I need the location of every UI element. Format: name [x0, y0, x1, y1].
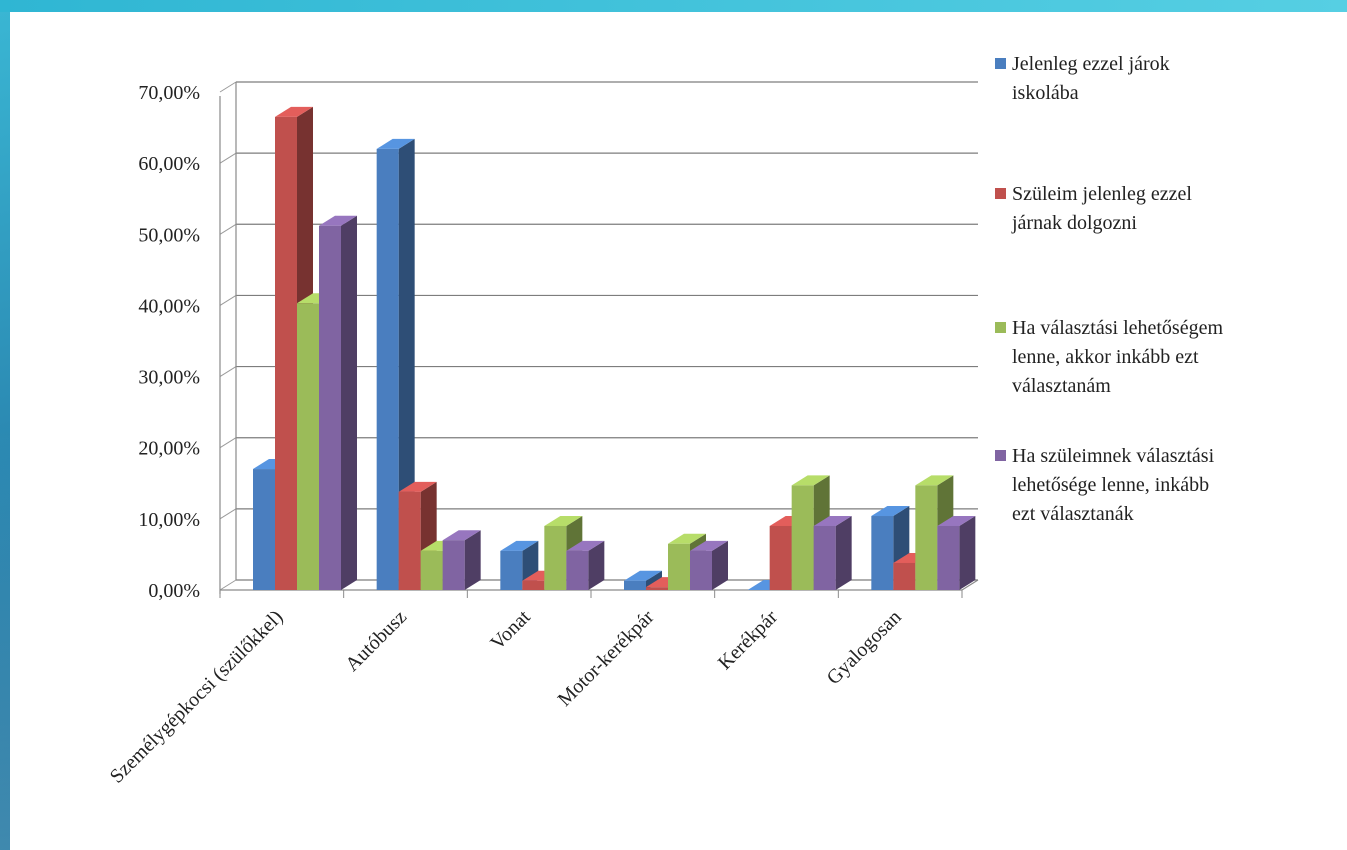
bar-side [959, 515, 976, 590]
legend-swatch [995, 322, 1006, 333]
bar-top [871, 506, 910, 517]
bar-front [937, 525, 960, 590]
bar-side [464, 530, 481, 590]
bar-top [624, 570, 662, 581]
bar-front [500, 550, 523, 590]
legend-swatch [995, 450, 1006, 461]
y-tick-label: 0,00% [148, 580, 200, 602]
y-tick-label: 30,00% [138, 367, 200, 389]
gridline-connector [219, 579, 237, 591]
x-tick-label: Vonat [486, 606, 535, 655]
bar-front [646, 587, 668, 590]
y-tick-label: 20,00% [138, 438, 200, 460]
legend-label: választanám [1012, 375, 1111, 397]
bar-side [341, 215, 357, 590]
legend-label: iskolába [1012, 82, 1079, 104]
bar-front [376, 148, 399, 590]
bar-front [253, 469, 275, 590]
bar-front [319, 225, 341, 590]
bar-side [398, 138, 415, 590]
bar-top [915, 475, 954, 486]
bar-front [420, 550, 443, 590]
bar-top [376, 138, 415, 149]
legend-label: ezt választanák [1012, 503, 1134, 525]
bar-top [442, 530, 481, 541]
gridline-connector [219, 223, 237, 235]
bar [813, 515, 852, 590]
y-tick-label: 50,00% [138, 224, 200, 246]
legend-swatch [995, 188, 1006, 199]
bar-front [893, 562, 916, 590]
gridline-connector [219, 508, 237, 520]
bar-front [871, 516, 894, 590]
bar [319, 215, 357, 590]
bar [690, 540, 728, 590]
gridline-connector [219, 366, 237, 377]
bar-top [813, 515, 852, 526]
legend-label: Ha szüleimnek választási [1012, 445, 1215, 467]
bar-front [566, 550, 589, 590]
bar-front [624, 580, 646, 590]
bar-side [835, 515, 852, 590]
bar-front [791, 485, 814, 590]
bar-front [915, 485, 938, 590]
legend-label: lehetősége lenne, inkább [1012, 474, 1209, 496]
bar-front [297, 303, 319, 590]
slide-top-band [0, 0, 1347, 12]
y-tick-label: 40,00% [138, 295, 200, 317]
bar-front [769, 525, 792, 590]
bar-front [668, 543, 690, 590]
bar-chart: 0,00% 10,00% 20,00% 30,00% 40,00% 50,00% 60,00… [106, 53, 1224, 788]
bar-top [544, 515, 583, 526]
y-tick-label: 10,00% [138, 509, 200, 531]
legend-label: Szüleim jelenleg ezzel [1012, 183, 1192, 205]
bar-front [522, 580, 545, 590]
y-tick-label: 70,00% [138, 82, 200, 104]
y-tick-label: 60,00% [138, 153, 200, 175]
x-tick-label: Motor-kerékpár [554, 606, 659, 711]
bar-top [690, 540, 728, 551]
bar [566, 540, 605, 590]
gridline-connector [219, 81, 237, 93]
bar [376, 138, 415, 590]
gridline-connector [219, 152, 237, 164]
bar-front [398, 491, 421, 590]
bar [442, 530, 481, 590]
x-tick-label: Autóbusz [341, 606, 411, 676]
legend-label: Ha választási lehetőségem [1012, 317, 1223, 339]
legend-label: lenne, akkor inkább ezt [1012, 346, 1199, 368]
gridline-connector [219, 295, 237, 306]
chart-panel: 0,00% 10,00% 20,00% 30,00% 40,00% 50,00% 60,00… [10, 12, 1347, 850]
bar-side [588, 540, 605, 590]
bar-side [712, 540, 728, 590]
bar-front [442, 540, 465, 590]
bar-top [275, 106, 313, 117]
x-tick-label: Gyalogosan [823, 606, 906, 689]
gridline-connector [219, 437, 237, 449]
legend-label: járnak dolgozni [1011, 212, 1137, 234]
bar-top [668, 533, 706, 544]
x-tick-label: Személygépkocsi (szülőkkel) [106, 606, 288, 788]
x-axis-depth [961, 579, 979, 591]
bar-top [937, 515, 976, 526]
bar-top [319, 215, 357, 226]
bar-top [791, 475, 830, 486]
bar-front [813, 525, 836, 590]
legend-label: Jelenleg ezzel járok [1012, 53, 1170, 75]
x-tick-label: Kerékpár [714, 606, 782, 674]
legend-swatch [995, 58, 1006, 69]
bar-top [500, 540, 539, 551]
bar-top [566, 540, 605, 551]
bar-front [690, 550, 712, 590]
bar-top [398, 481, 437, 492]
bar-front [275, 116, 297, 591]
bar-front [544, 525, 567, 590]
bar [937, 515, 976, 590]
